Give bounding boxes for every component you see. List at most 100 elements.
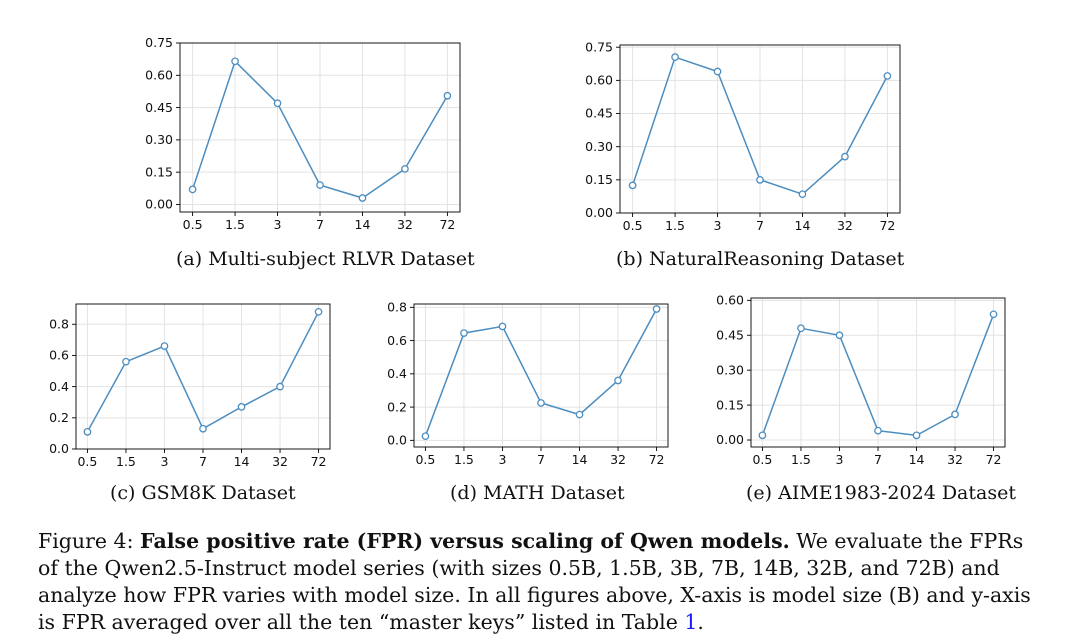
chart-a-point	[316, 181, 324, 189]
chart-a-ytick-label: 0.60	[145, 67, 173, 82]
chart-caption-b: (b) NaturalReasoning Dataset	[616, 248, 905, 270]
chart-c-point	[83, 427, 92, 436]
chart-a-xtick-label: 72	[439, 217, 455, 232]
chart-c-point	[314, 307, 323, 316]
chart-e-xtick-label: 3	[836, 452, 844, 467]
chart-e-ytick-label: 0.30	[716, 362, 744, 377]
chart-e-xtick-label: 1.5	[791, 452, 811, 467]
chart-d-ytick-label: 0.8	[387, 300, 407, 315]
chart-d-xtick-label: 14	[572, 452, 588, 467]
chart-a-ytick-label: 0.30	[145, 132, 173, 147]
chart-e-axes: 0.00 0.15 0.30 0.45 0.60 0.5 1.5 3 7 14 32 72	[716, 293, 1006, 467]
chart-b-point	[883, 72, 892, 80]
chart-b-xtick-label: 0.5	[623, 218, 643, 233]
chart-c-ytick-label: 0.8	[49, 316, 69, 331]
chart-c-point	[276, 382, 284, 391]
chart-b-point	[798, 190, 807, 199]
chart-d-ytick-label: 0.2	[387, 399, 407, 414]
chart-d-xtick-label: 32	[610, 452, 626, 467]
chart-c-axes: 0.0 0.2 0.4 0.6 0.8 0.5 1.5 3 7 14 32 72	[49, 303, 331, 469]
chart-b-frame	[619, 44, 901, 214]
chart-d-ytick-label: 0.6	[387, 333, 407, 348]
chart-d-point	[421, 432, 430, 441]
chart-b-point	[628, 181, 637, 190]
chart-c-ytick-label: 0.4	[49, 379, 69, 394]
table-reference-link[interactable]: 1	[684, 610, 698, 634]
chart-e-ytick-label: 0.45	[716, 327, 744, 342]
chart-e-xtick-label: 7	[874, 452, 882, 467]
chart-a-xtick-label: 7	[316, 217, 324, 232]
chart-c-xtick-label: 1.5	[116, 454, 136, 469]
chart-a-point	[443, 91, 452, 100]
chart-b-axes: 0.00 0.15 0.30 0.45 0.60 0.75 0.5 1.5 3 7 14 32 72	[585, 39, 901, 233]
chart-a-xtick-label: 32	[397, 217, 413, 232]
chart-e-point	[797, 324, 805, 333]
chart-c-ytick-label: 0.2	[49, 410, 69, 425]
chart-a-xtick-label: 0.5	[183, 217, 203, 232]
chart-c-point	[160, 342, 169, 350]
chart-a-xtick-label: 14	[355, 217, 371, 232]
chart-d-ytick-label: 0.0	[387, 433, 407, 448]
chart-d-axes: 0.0 0.2 0.4 0.6 0.8 0.5 1.5 3 7 14 32 72	[387, 300, 669, 467]
chart-c-point	[199, 424, 207, 433]
chart-a-point	[273, 99, 282, 108]
chart-d-xtick-label: 72	[649, 452, 665, 467]
chart-caption-c: (c) GSM8K Dataset	[110, 482, 296, 504]
chart-b-point	[841, 152, 849, 161]
chart-d-xtick-label: 7	[537, 452, 545, 467]
chart-d-point	[460, 329, 468, 337]
chart-d-point	[575, 410, 584, 419]
chart-e-frame	[750, 297, 1006, 448]
chart-c-xtick-label: 0.5	[77, 454, 97, 469]
chart-e-ytick-label: 0.60	[716, 293, 744, 308]
chart-d-xtick-label: 0.5	[415, 452, 435, 467]
chart-a-axes: 0.00 0.15 0.30 0.45 0.60 0.75 0.5 1.5 3 7 14 32 72	[145, 35, 461, 232]
chart-b-point	[671, 53, 679, 62]
chart-e-xtick-label: 72	[986, 452, 1002, 467]
chart-a-ytick-label: 0.75	[145, 35, 173, 50]
chart-d-point	[537, 399, 545, 407]
chart-d-point	[614, 376, 622, 385]
chart-a-point	[188, 185, 197, 194]
chart-d-point	[498, 322, 507, 331]
chart-e-xtick-label: 14	[909, 452, 925, 467]
chart-caption-e: (e) AIME1983-2024 Dataset	[746, 482, 1016, 504]
chart-d-point	[652, 305, 661, 313]
chart-a-point	[401, 165, 409, 173]
chart-c-xtick-label: 72	[311, 454, 327, 469]
chart-caption-a: (a) Multi-subject RLVR Dataset	[176, 248, 475, 270]
chart-e-point	[951, 410, 959, 419]
chart-c-frame	[75, 303, 331, 450]
chart-e-grid	[751, 298, 1005, 447]
chart-e-point	[874, 426, 882, 435]
chart-a-ytick-label: 0.45	[145, 100, 173, 115]
chart-c-xtick-label: 3	[161, 454, 169, 469]
chart-d-frame	[413, 303, 669, 448]
chart-a-point	[358, 194, 367, 202]
chart-a-xtick-label: 3	[274, 217, 282, 232]
chart-e-point	[989, 310, 998, 319]
chart-e-xtick-label: 0.5	[752, 452, 772, 467]
chart-e-ytick-label: 0.15	[716, 397, 744, 412]
chart-b-ytick-label: 0.15	[585, 172, 613, 187]
chart-c-xtick-label: 14	[234, 454, 250, 469]
figure-caption-bold: False positive rate (FPR) versus scaling…	[140, 529, 790, 553]
figure-caption: Figure 4: False positive rate (FPR) vers…	[38, 528, 1048, 636]
chart-b-ytick-label: 0.60	[585, 73, 613, 88]
chart-e-xtick-label: 32	[947, 452, 963, 467]
chart-e-point	[758, 431, 767, 440]
chart-d-xtick-label: 1.5	[454, 452, 474, 467]
chart-d-xtick-label: 3	[499, 452, 507, 467]
chart-b-ytick-label: 0.45	[585, 106, 613, 121]
chart-d-ytick-label: 0.4	[387, 366, 407, 381]
chart-b-xtick-label: 3	[714, 218, 722, 233]
chart-e-ytick-label: 0.00	[716, 432, 744, 447]
chart-a-point	[231, 57, 239, 66]
chart-b-xtick-label: 1.5	[665, 218, 685, 233]
chart-a-frame	[179, 42, 461, 213]
